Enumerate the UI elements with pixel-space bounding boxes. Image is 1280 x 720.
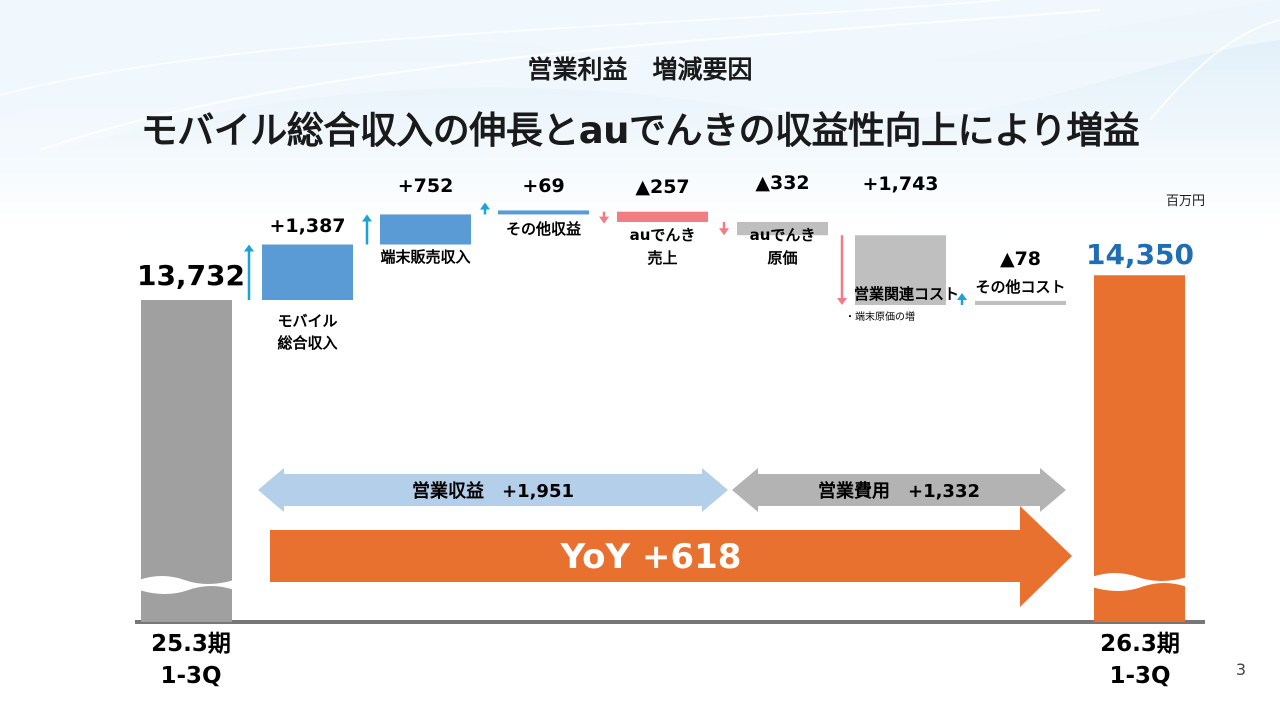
start-category-label: 1-3Q	[160, 663, 221, 689]
bar-category-label: 営業関連コスト	[854, 285, 959, 303]
waterfall-bar	[262, 244, 353, 300]
up-arrowhead-icon	[480, 202, 490, 210]
revenue-summary-arrow-label: 営業収益 +1,951	[412, 480, 574, 502]
start-bar-break	[139, 576, 234, 594]
waterfall-bar	[380, 214, 471, 245]
slide-subtitle: 営業利益 増減要因	[527, 55, 753, 84]
bar-value-label: +69	[522, 175, 564, 197]
waterfall-bar	[498, 210, 589, 215]
end-category-label: 26.3期	[1100, 631, 1180, 657]
background-decoration	[0, 0, 1280, 230]
bar-value-label: ▲78	[1000, 248, 1041, 270]
start-bar	[141, 300, 232, 622]
bar-category-label: 原価	[767, 249, 797, 267]
bar-category-label: その他収益	[506, 220, 581, 238]
expense-summary-arrow	[732, 468, 1066, 512]
bar-value-label: ▲257	[635, 176, 689, 198]
down-arrowhead-icon	[599, 216, 609, 224]
start-value-label: 13,732	[137, 259, 245, 292]
down-arrowhead-icon	[837, 297, 847, 305]
end-category-label: 1-3Q	[1109, 663, 1170, 689]
bar-value-label: +1,743	[862, 173, 938, 195]
up-arrowhead-icon	[362, 214, 372, 222]
bar-value-label: +1,387	[269, 215, 345, 237]
bar-category-label: auでんき	[750, 226, 816, 244]
waterfall-bar	[737, 221, 828, 236]
waterfall-bar	[855, 235, 946, 305]
down-arrowhead-icon	[719, 228, 729, 236]
waterfall-bar	[975, 300, 1066, 305]
bar-value-label: ▲332	[755, 172, 809, 194]
bar-category-label: 売上	[647, 249, 677, 267]
bar-value-label: +752	[398, 175, 454, 197]
up-arrowhead-icon	[957, 292, 967, 300]
end-bar	[1094, 275, 1185, 622]
unit-label: 百万円	[1165, 194, 1205, 209]
waterfall-bar	[617, 211, 708, 222]
bar-category-label: モバイル	[277, 312, 337, 330]
end-value-label: 14,350	[1086, 238, 1194, 271]
start-category-label: 25.3期	[151, 631, 231, 657]
bar-category-label: auでんき	[630, 226, 696, 244]
bar-category-label: 総合収入	[277, 334, 337, 352]
bar-category-label: 端末販売収入	[380, 248, 470, 266]
yoy-label: YoY +618	[560, 537, 742, 577]
slide-headline: モバイル総合収入の伸長とauでんきの収益性向上により増益	[140, 109, 1140, 152]
up-arrowhead-icon	[244, 244, 254, 252]
yoy-arrow	[270, 506, 1072, 607]
end-bar-break	[1092, 573, 1187, 591]
revenue-summary-arrow	[258, 468, 728, 512]
bar-category-label: その他コスト	[975, 278, 1065, 296]
bar-note-label: ・端末原価の増	[845, 310, 915, 323]
page-number: 3	[1235, 660, 1247, 679]
expense-summary-arrow-label: 営業費用 +1,332	[818, 480, 980, 502]
